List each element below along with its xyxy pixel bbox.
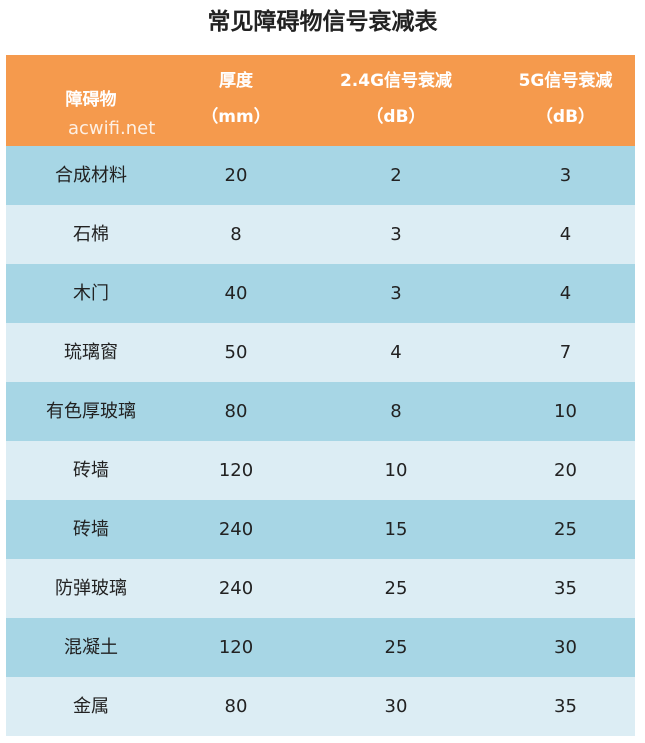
cell-2-4g: 3: [390, 224, 402, 245]
table-row: 琉璃窗 50 4 7: [6, 323, 635, 382]
cell-obstacle: 金属: [73, 696, 109, 717]
cell-2-4g: 25: [384, 637, 408, 658]
header-2-4g-label: 2.4G信号衰减: [339, 71, 453, 91]
header-thickness: 厚度 （mm）: [176, 55, 296, 146]
table-row: 防弹玻璃 240 25 35: [6, 559, 635, 618]
cell-5g: 10: [554, 401, 577, 422]
cell-2-4g: 15: [384, 519, 408, 540]
table-row: 木门 40 3 4: [6, 264, 635, 323]
table-row: 砖墙 240 15 25: [6, 500, 635, 559]
header-5g-label: 5G信号衰减: [518, 71, 613, 91]
cell-5g: 30: [554, 637, 577, 658]
table-row: 混凝土 120 25 30: [6, 618, 635, 677]
cell-thickness: 80: [224, 401, 248, 422]
header-5g-unit: （dB）: [535, 107, 596, 127]
cell-thickness: 40: [224, 283, 248, 304]
header-thickness-label: 厚度: [219, 71, 253, 91]
header-obstacle-label: 障碍物: [65, 90, 117, 110]
cell-5g: 4: [559, 283, 572, 304]
table-body: 合成材料 20 2 3 石棉 8 3 4 木门 40 3 4 琉璃窗 50 4 …: [6, 146, 635, 736]
cell-2-4g: 2: [390, 165, 402, 186]
cell-thickness: 120: [218, 637, 254, 658]
cell-5g: 7: [559, 342, 572, 363]
cell-2-4g: 4: [390, 342, 402, 363]
cell-5g: 20: [554, 460, 577, 481]
cell-2-4g: 10: [384, 460, 408, 481]
cell-obstacle: 砖墙: [73, 519, 109, 540]
cell-5g: 35: [554, 696, 577, 717]
table-row: 砖墙 120 10 20: [6, 441, 635, 500]
table-row: 有色厚玻璃 80 8 10: [6, 382, 635, 441]
cell-2-4g: 25: [384, 578, 408, 599]
cell-thickness: 120: [218, 460, 254, 481]
cell-obstacle: 木门: [73, 283, 109, 304]
watermark: acwifi.net: [68, 118, 156, 139]
attenuation-table: 障碍物 厚度 （mm） 2.4G信号衰减 （dB） 5G信号衰减 （dB） ac…: [6, 55, 635, 736]
cell-obstacle: 有色厚玻璃: [46, 401, 136, 422]
cell-obstacle: 石棉: [73, 224, 109, 245]
cell-thickness: 240: [218, 578, 254, 599]
header-2-4g-unit: （dB）: [366, 107, 426, 127]
table-row: 金属 80 30 35: [6, 677, 635, 736]
cell-2-4g: 30: [384, 696, 408, 717]
header-obstacle: 障碍物: [6, 55, 176, 146]
cell-thickness: 50: [224, 342, 248, 363]
cell-thickness: 20: [224, 165, 248, 186]
cell-5g: 25: [554, 519, 577, 540]
cell-thickness: 80: [224, 696, 248, 717]
cell-2-4g: 3: [390, 283, 402, 304]
cell-obstacle: 琉璃窗: [64, 342, 118, 363]
cell-obstacle: 合成材料: [55, 165, 127, 186]
header-thickness-unit: （mm）: [201, 107, 271, 127]
page-title: 常见障碍物信号衰减表: [207, 9, 438, 35]
table-header: 障碍物 厚度 （mm） 2.4G信号衰减 （dB） 5G信号衰减 （dB） ac…: [6, 55, 635, 146]
table-row: 合成材料 20 2 3: [6, 146, 635, 205]
header-5g: 5G信号衰减 （dB）: [496, 55, 635, 146]
cell-obstacle: 砖墙: [73, 460, 109, 481]
cell-thickness: 240: [218, 519, 254, 540]
cell-2-4g: 8: [390, 401, 402, 422]
cell-obstacle: 混凝土: [64, 637, 118, 658]
table-row: 石棉 8 3 4: [6, 205, 635, 264]
cell-5g: 4: [559, 224, 572, 245]
cell-5g: 3: [559, 165, 572, 186]
cell-thickness: 8: [230, 224, 242, 245]
cell-obstacle: 防弹玻璃: [55, 578, 127, 599]
header-2-4g: 2.4G信号衰减 （dB）: [296, 55, 496, 146]
cell-5g: 35: [554, 578, 577, 599]
